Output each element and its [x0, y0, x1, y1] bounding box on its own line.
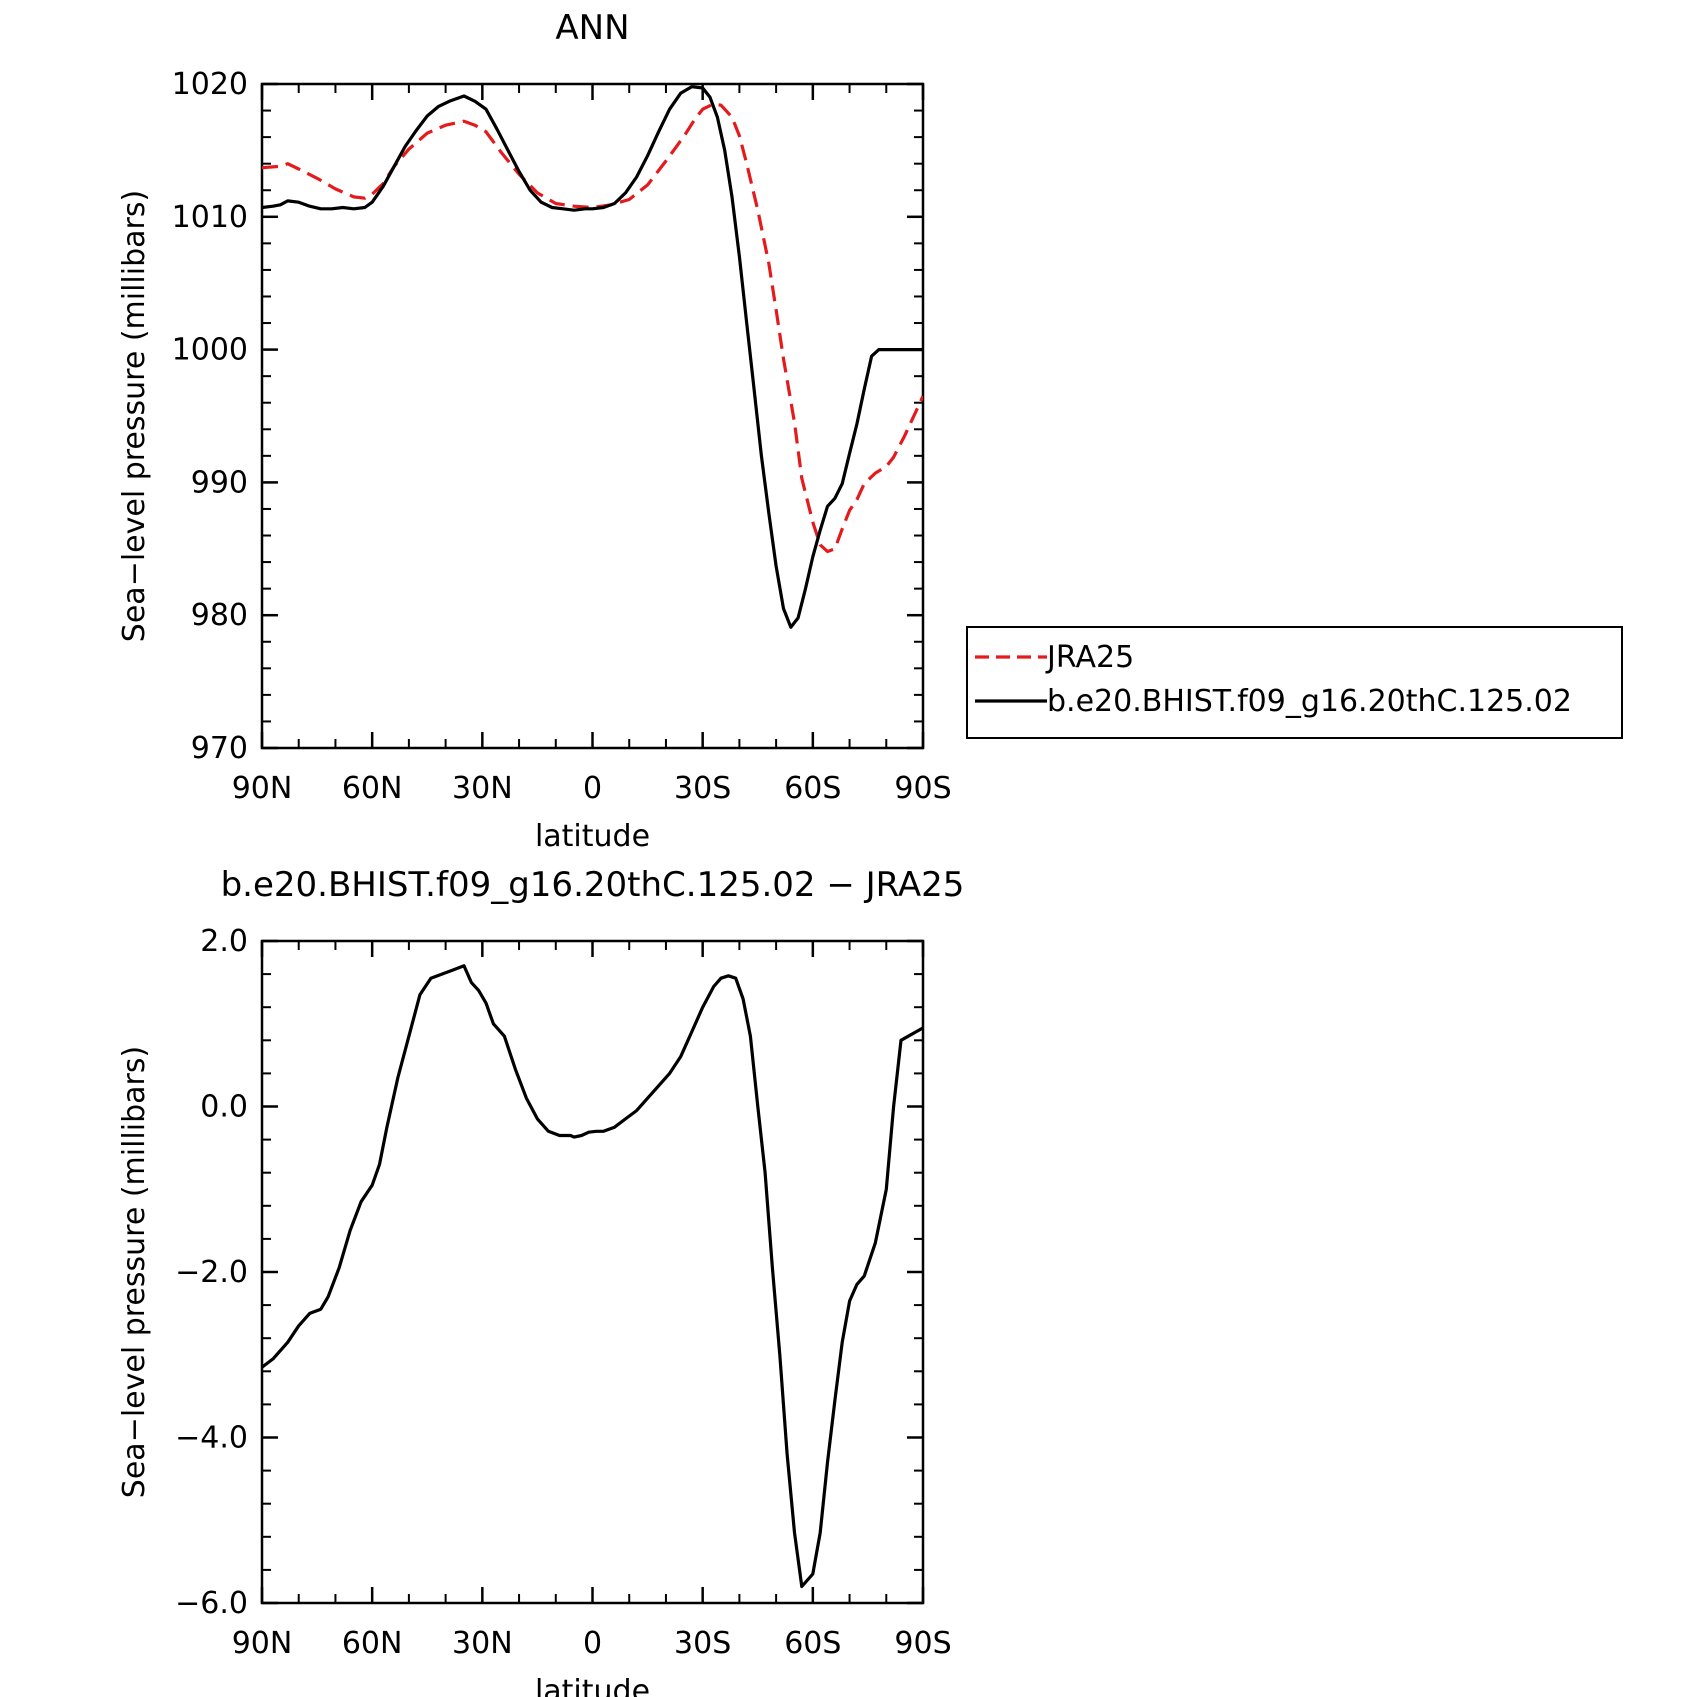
y-tick-label: 1020 [172, 67, 248, 102]
legend-entry: b.e20.BHIST.f09_g16.20thC.125.02 [1047, 684, 1572, 719]
y-tick-label: 2.0 [200, 924, 248, 959]
y-axis-label: Sea−level pressure (millibars) [117, 190, 152, 642]
panel-annual-slp: ANN 90N 60N 30N 0 30S 60S 90S 970 980 990 1000 1010 1… [117, 8, 952, 854]
y-tick-label: 0.0 [200, 1090, 248, 1125]
x-tick-label: 60N [342, 771, 403, 806]
chart-title: ANN [555, 8, 629, 48]
y-tick-label: 990 [191, 465, 248, 500]
x-tick-label: 30S [674, 771, 731, 806]
series-line-jra25 [262, 102, 923, 554]
legend: JRA25 b.e20.BHIST.f09_g16.20thC.125.02 [966, 626, 1623, 739]
series-line-difference [262, 964, 923, 1589]
series-line-b-e20-bhist-f09-g16-20thc-125-02 [262, 85, 923, 629]
y-tick-label: −2.0 [175, 1255, 248, 1290]
y-tick-label: −4.0 [175, 1421, 248, 1456]
x-tick-label: 0 [583, 1626, 602, 1661]
x-tick-label: 30N [452, 1626, 513, 1661]
x-tick-label: 0 [583, 771, 602, 806]
x-tick-label: 90S [894, 1626, 951, 1661]
panel-difference-slp: b.e20.BHIST.f09_g16.20thC.125.02 − JRA25… [117, 865, 964, 1697]
x-tick-label: 30S [674, 1626, 731, 1661]
y-axis-label: Sea−level pressure (millibars) [117, 1046, 152, 1498]
x-axis-label: latitude [535, 1674, 650, 1697]
x-tick-label: 90N [232, 1626, 293, 1661]
y-tick-label: 970 [191, 731, 248, 766]
x-axis-label: latitude [535, 819, 650, 854]
x-tick-label: 30N [452, 771, 513, 806]
x-tick-label: 60N [342, 1626, 403, 1661]
y-tick-label: −6.0 [175, 1586, 248, 1621]
x-tick-label: 90N [232, 771, 293, 806]
chart-title: b.e20.BHIST.f09_g16.20thC.125.02 − JRA25 [221, 865, 965, 905]
x-tick-label: 60S [784, 1626, 841, 1661]
y-tick-label: 1010 [172, 200, 248, 235]
y-tick-label: 980 [191, 598, 248, 633]
y-tick-label: 1000 [172, 333, 248, 368]
x-tick-label: 60S [784, 771, 841, 806]
plot-frame [260, 82, 925, 750]
legend-box [966, 626, 1623, 739]
legend-entry: JRA25 [1045, 640, 1134, 675]
x-tick-label: 90S [894, 771, 951, 806]
